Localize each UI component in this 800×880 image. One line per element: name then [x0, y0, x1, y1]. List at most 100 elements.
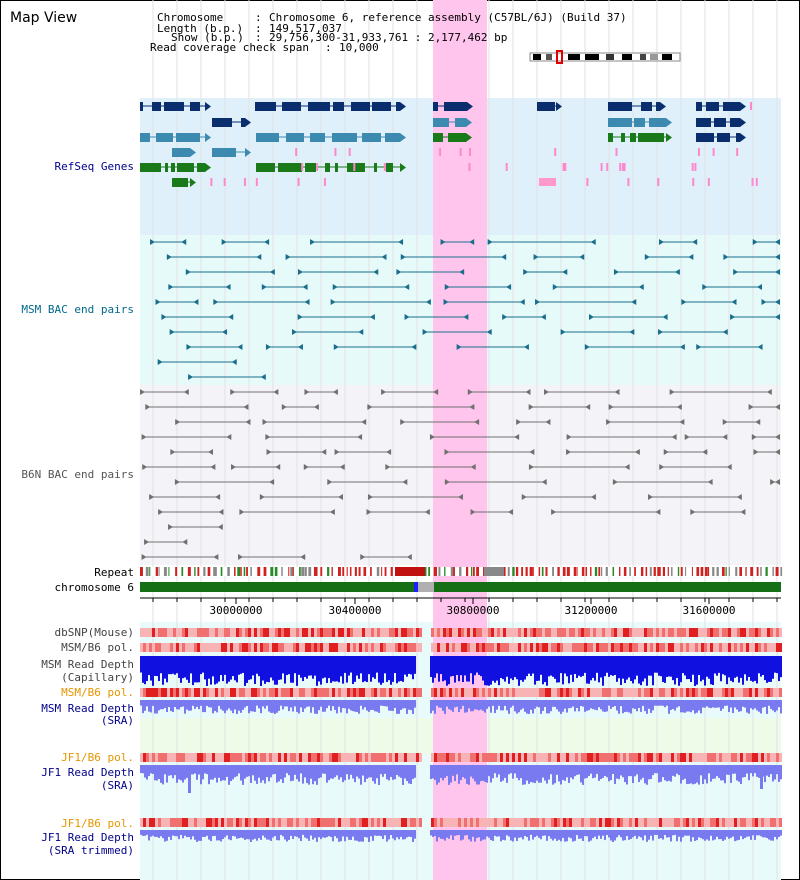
depth-bar — [200, 700, 202, 706]
depth-bar — [712, 765, 714, 779]
polymorphism-cell — [689, 818, 692, 827]
depth-bar — [442, 765, 444, 781]
depth-bar — [776, 830, 778, 840]
depth-bar — [604, 700, 606, 712]
polymorphism-cell — [440, 818, 443, 827]
depth-bar — [498, 830, 500, 837]
polymorphism-cell — [605, 753, 608, 762]
depth-bar — [702, 700, 704, 708]
polymorphism-cell — [278, 753, 281, 762]
depth-bar — [274, 765, 276, 775]
bac-end-left — [612, 479, 618, 485]
polymorphism-cell — [551, 688, 554, 697]
depth-bar — [568, 656, 570, 684]
track-label-msm-depth-cap[interactable]: MSM Read Depth — [41, 658, 134, 671]
track-label-jf1-depth-sra-sub: (SRA) — [100, 779, 134, 792]
track-label-jf1-depth-trim-sub: (SRA trimmed) — [47, 844, 134, 857]
refseq-gene-arrow — [190, 148, 196, 157]
polymorphism-cell — [275, 688, 278, 697]
bac-end-left — [608, 404, 614, 410]
track-label-jf1-pol-2[interactable]: JF1/B6 pol. — [61, 817, 134, 830]
polymorphism-cell — [527, 628, 530, 637]
track-label-refseq[interactable]: RefSeq Genes — [54, 160, 134, 173]
depth-bar — [770, 830, 772, 841]
track-label-jf1-depth-trim[interactable]: JF1 Read Depth — [41, 831, 134, 844]
track-label-jf1-depth-sra[interactable]: JF1 Read Depth — [41, 766, 134, 779]
depth-bar — [780, 656, 782, 678]
depth-bar — [338, 765, 340, 780]
polymorphism-cell — [449, 628, 452, 637]
polymorphism-cell — [464, 818, 467, 827]
depth-bar — [180, 656, 182, 683]
bac-end-left — [332, 284, 338, 290]
depth-bar — [240, 700, 242, 713]
polymorphism-cell — [779, 818, 782, 827]
track-label-msm-pol-1[interactable]: MSM/B6 pol. — [61, 641, 134, 654]
depth-bar — [238, 830, 240, 839]
polymorphism-cell — [269, 643, 272, 652]
track-label-dbsnp[interactable]: dbSNP(Mouse) — [54, 626, 134, 639]
depth-bar — [756, 830, 758, 836]
polymorphism-cell — [506, 753, 509, 762]
depth-bar — [454, 700, 456, 708]
polymorphism-cell — [215, 643, 218, 652]
depth-bar — [440, 656, 442, 675]
polymorphism-cell — [431, 628, 434, 637]
track-label-msm-bac[interactable]: MSM BAC end pairs — [21, 303, 134, 316]
repeat-mark — [281, 567, 283, 576]
depth-bar — [764, 700, 766, 707]
polymorphism-cell — [176, 688, 179, 697]
polymorphism-cell — [251, 643, 254, 652]
refseq-small-mark — [697, 148, 700, 156]
polymorphism-cell — [431, 643, 434, 652]
polymorphism-cell — [524, 643, 527, 652]
polymorphism-cell — [470, 643, 473, 652]
ideogram-band — [650, 54, 658, 60]
polymorphism-cell — [179, 643, 182, 652]
track-label-repeat[interactable]: Repeat — [94, 566, 134, 579]
depth-bar — [586, 830, 588, 837]
polymorphism-cell — [404, 753, 407, 762]
depth-bar — [582, 830, 584, 842]
polymorphism-cell — [656, 818, 659, 827]
depth-bar — [344, 656, 346, 673]
depth-bar — [660, 656, 662, 677]
refseq-small-mark — [657, 178, 660, 186]
depth-bar — [642, 656, 644, 682]
track-label-msm-pol-2[interactable]: MSM/B6 pol. — [61, 686, 134, 699]
depth-bar — [234, 830, 236, 837]
depth-bar — [668, 700, 670, 714]
depth-bar — [588, 700, 590, 711]
polymorphism-cell — [560, 818, 563, 827]
polymorphism-cell — [569, 688, 572, 697]
depth-bar — [474, 700, 476, 710]
bac-end-right — [424, 509, 430, 515]
track-label-b6n-bac[interactable]: B6N BAC end pairs — [21, 468, 134, 481]
polymorphism-cell — [602, 628, 605, 637]
polymorphism-cell — [254, 818, 257, 827]
track-label-jf1-pol-1[interactable]: JF1/B6 pol. — [61, 751, 134, 764]
polymorphism-cell — [212, 818, 215, 827]
polymorphism-cell — [599, 628, 602, 637]
depth-bar — [172, 700, 174, 713]
polymorphism-cell — [491, 818, 494, 827]
polymorphism-cell — [506, 628, 509, 637]
depth-bar — [674, 765, 676, 777]
polymorphism-cell — [455, 643, 458, 652]
depth-bar — [622, 656, 624, 679]
polymorphism-cell — [164, 643, 167, 652]
bac-end-right — [766, 389, 772, 395]
track-label-msm-depth-sra[interactable]: MSM Read Depth — [41, 702, 134, 715]
depth-bar — [682, 656, 684, 674]
depth-bar — [700, 656, 702, 682]
depth-bar — [682, 700, 684, 713]
polymorphism-cell — [185, 753, 188, 762]
polymorphism-cell — [578, 643, 581, 652]
refseq-small-mark — [750, 102, 752, 110]
polymorphism-cell — [188, 688, 191, 697]
bac-end-right — [237, 344, 243, 350]
depth-bar — [440, 830, 442, 839]
depth-bar — [692, 700, 694, 711]
polymorphism-cell — [464, 688, 467, 697]
